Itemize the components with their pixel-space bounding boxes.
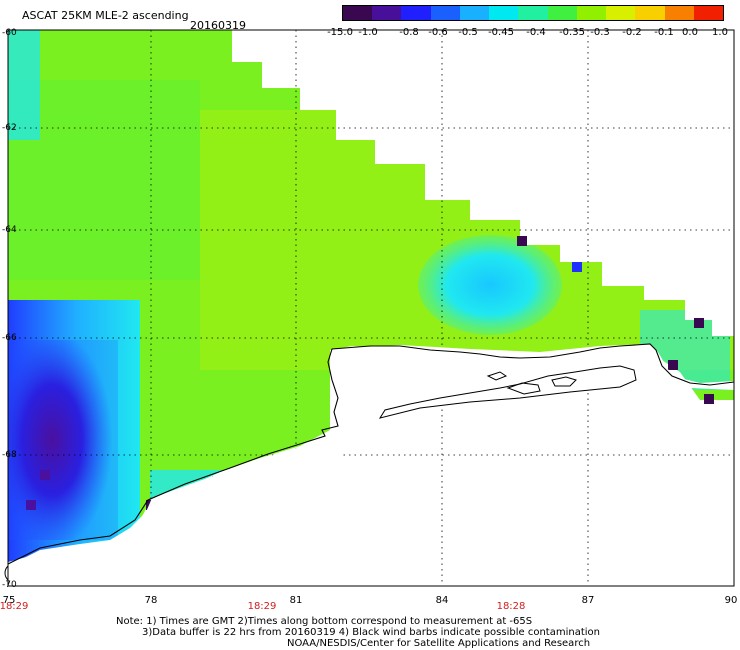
product-title: ASCAT 25KM MLE-2 ascending: [22, 9, 189, 22]
colorbar-segment: [606, 6, 636, 20]
lon-label: 78: [144, 595, 158, 606]
colorbar-segment: [459, 6, 490, 20]
data-pixel: [694, 318, 704, 328]
colorbar-segment: [693, 6, 724, 20]
note-line-1: Note: 1) Times are GMT 2)Times along bot…: [116, 616, 533, 627]
colorbar-label: -0.6: [428, 27, 448, 38]
island-outline: [551, 376, 577, 387]
data-pixel: [26, 500, 36, 510]
colorbar-segment: [547, 6, 577, 20]
colorbar-label: 0.0: [682, 27, 698, 38]
colorbar-segment: [489, 6, 519, 20]
data-pixel: [704, 394, 714, 404]
colorbar-segment: [401, 6, 431, 20]
lon-label: 81: [289, 595, 303, 606]
lat-label: -62: [2, 123, 17, 133]
colorbar-label: -1.0: [358, 27, 378, 38]
lat-label: -64: [2, 225, 17, 235]
colorbar-segment: [635, 6, 665, 20]
colorbar-label: -0.35: [559, 27, 585, 38]
colorbar-label: -0.1: [654, 27, 674, 38]
colorbar-label: -15.0: [327, 27, 353, 38]
island-outline: [486, 371, 508, 381]
colorbar-segment: [664, 6, 694, 20]
colorbar-label: -0.5: [458, 27, 478, 38]
time-label: 18:29: [247, 601, 277, 612]
wind-data-layer: [8, 30, 734, 562]
data-pixel: [517, 236, 527, 246]
colorbar: [342, 5, 724, 21]
lat-label: -66: [2, 333, 17, 343]
data-pixel: [668, 360, 678, 370]
time-label: 18:29: [0, 601, 29, 612]
map-frame: [7, 29, 735, 587]
product-date: 20160319: [190, 19, 246, 32]
data-pixel: [572, 262, 582, 272]
satellite-map: [4, 29, 735, 600]
colorbar-segment: [518, 6, 548, 20]
data-pixel: [40, 470, 50, 480]
lon-label: 87: [581, 595, 595, 606]
ice-shelf-outline: [378, 365, 637, 419]
colorbar-label: -0.45: [488, 27, 514, 38]
lat-label: -68: [2, 450, 17, 460]
lon-label: 84: [435, 595, 449, 606]
coast-tail: [4, 565, 9, 581]
colorbar-label: 1.0: [712, 27, 728, 38]
antarctic-landmass: [8, 344, 734, 600]
colorbar-label: -0.4: [526, 27, 546, 38]
note-line-3: NOAA/NESDIS/Center for Satellite Applica…: [287, 638, 591, 649]
island-outline: [506, 382, 541, 395]
time-label: 18:28: [496, 601, 526, 612]
colorbar-segment: [576, 6, 607, 20]
lon-label: 90: [724, 595, 738, 606]
grid-lines: [8, 30, 734, 586]
colorbar-segment: [430, 6, 460, 20]
colorbar-label: -0.3: [590, 27, 610, 38]
colorbar-segment: [343, 6, 373, 20]
colorbar-labels: -15.0 -1.0 -0.8 -0.6 -0.5 -0.45 -0.4 -0.…: [327, 27, 740, 39]
lat-label: -70: [2, 580, 17, 590]
lat-label: -60: [2, 28, 17, 38]
colorbar-label: -0.8: [399, 27, 419, 38]
lon-label: 75: [2, 595, 16, 606]
colorbar-segment: [372, 6, 402, 20]
coastline: [7, 343, 735, 565]
note-line-2: 3)Data buffer is 22 hrs from 20160319 4)…: [142, 627, 600, 638]
colorbar-label: -0.2: [622, 27, 642, 38]
